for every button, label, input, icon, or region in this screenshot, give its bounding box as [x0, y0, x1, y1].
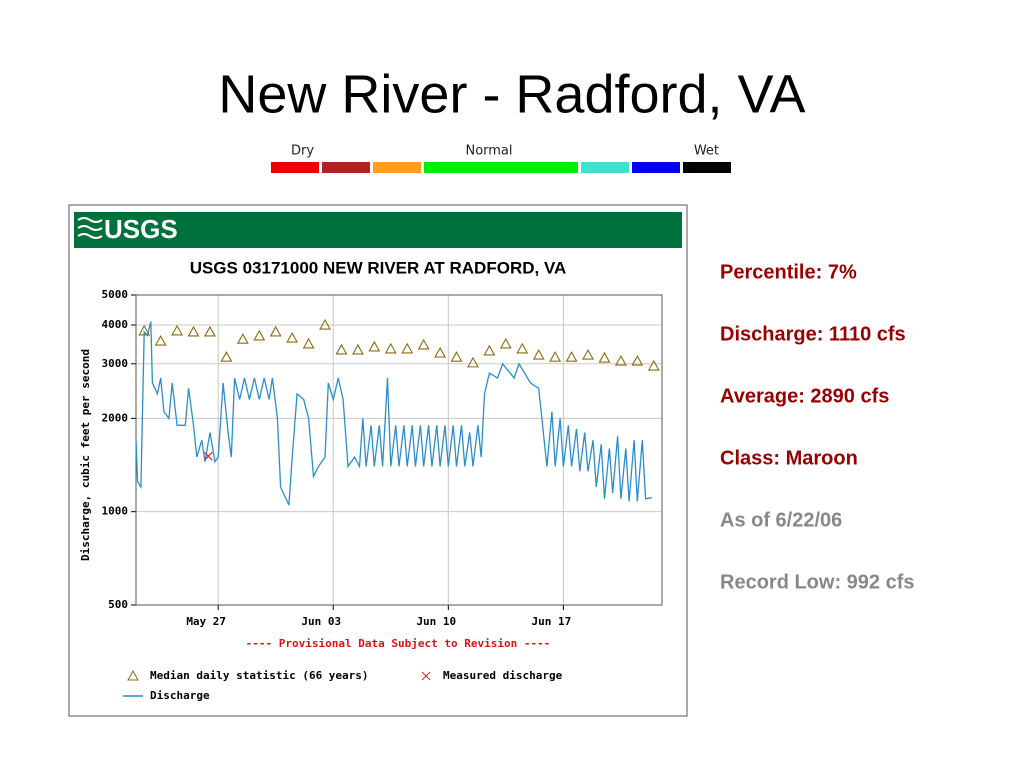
discharge-line — [135, 321, 653, 506]
median-marker — [417, 338, 430, 350]
y-tick-label: 500 — [108, 598, 128, 611]
stat: Discharge: 1110 cfs — [720, 323, 906, 345]
chart-title: USGS 03171000 NEW RIVER AT RADFORD, VA — [190, 258, 567, 277]
legend-label: Measured discharge — [443, 669, 563, 682]
usgs-logo: USGS — [104, 214, 178, 244]
median-marker — [516, 342, 529, 354]
median-marker — [384, 342, 397, 354]
median-marker — [532, 348, 545, 360]
x-tick-label: Jun 17 — [532, 615, 572, 628]
y-axis-label: Discharge, cubic feet per second — [79, 349, 92, 561]
usgs-waves — [77, 217, 103, 239]
y-tick-label: 1000 — [102, 505, 129, 518]
slide-title: New River - Radford, VA — [218, 64, 805, 124]
scale-segment — [683, 162, 731, 173]
median-marker — [499, 337, 512, 349]
median-marker — [138, 324, 151, 336]
usgs-banner — [74, 212, 682, 248]
y-tick-label: 5000 — [102, 288, 129, 301]
y-tick-label: 2000 — [102, 411, 129, 424]
median-marker — [286, 331, 299, 343]
median-marker — [549, 351, 562, 362]
legend-label: Median daily statistic (66 years) — [150, 669, 369, 682]
provisional-note: ---- Provisional Data Subject to Revisio… — [246, 637, 551, 650]
median-marker — [450, 351, 463, 362]
scale-segment — [373, 162, 421, 173]
y-tick-label: 4000 — [102, 318, 129, 331]
scale-label: Normal — [465, 144, 512, 159]
scale-label: Wet — [694, 144, 719, 159]
median-marker — [335, 343, 348, 355]
median-marker — [154, 334, 167, 346]
x-tick-label: Jun 03 — [301, 615, 341, 628]
x-tick-label: May 27 — [186, 615, 226, 628]
stat-note: As of 6/22/06 — [720, 509, 842, 531]
median-marker — [269, 325, 282, 337]
scale-segment — [424, 162, 578, 173]
legend-symbol — [127, 669, 139, 681]
stat: Percentile: 7% — [720, 261, 857, 283]
y-tick-label: 3000 — [102, 357, 129, 370]
median-marker — [647, 359, 660, 371]
legend-symbol — [421, 671, 431, 681]
median-marker — [483, 344, 496, 356]
median-marker — [319, 318, 331, 330]
median-marker — [631, 354, 644, 366]
median-marker — [565, 351, 578, 362]
scale-segment — [632, 162, 680, 173]
scale-segment — [581, 162, 629, 173]
median-marker — [204, 325, 216, 337]
median-marker — [236, 333, 249, 344]
stat: Class: Maroon — [720, 447, 858, 469]
median-marker — [434, 346, 447, 358]
median-marker — [253, 329, 266, 341]
median-marker — [368, 340, 381, 352]
median-marker — [302, 337, 315, 349]
median-marker — [351, 343, 364, 355]
median-marker — [598, 351, 611, 363]
measured-marker — [203, 451, 213, 461]
scale-segment — [322, 162, 370, 173]
scale-segment — [271, 162, 319, 173]
stat-note: Record Low: 992 cfs — [720, 571, 915, 593]
median-marker — [401, 342, 414, 354]
median-marker — [582, 348, 594, 360]
x-tick-label: Jun 10 — [416, 615, 456, 628]
median-marker — [187, 325, 200, 337]
stat: Average: 2890 cfs — [720, 385, 889, 407]
median-marker — [171, 324, 184, 336]
median-marker — [614, 354, 627, 366]
legend-label: Discharge — [150, 689, 210, 702]
median-marker — [467, 356, 479, 368]
scale-label: Dry — [291, 144, 314, 159]
median-marker — [220, 351, 233, 362]
